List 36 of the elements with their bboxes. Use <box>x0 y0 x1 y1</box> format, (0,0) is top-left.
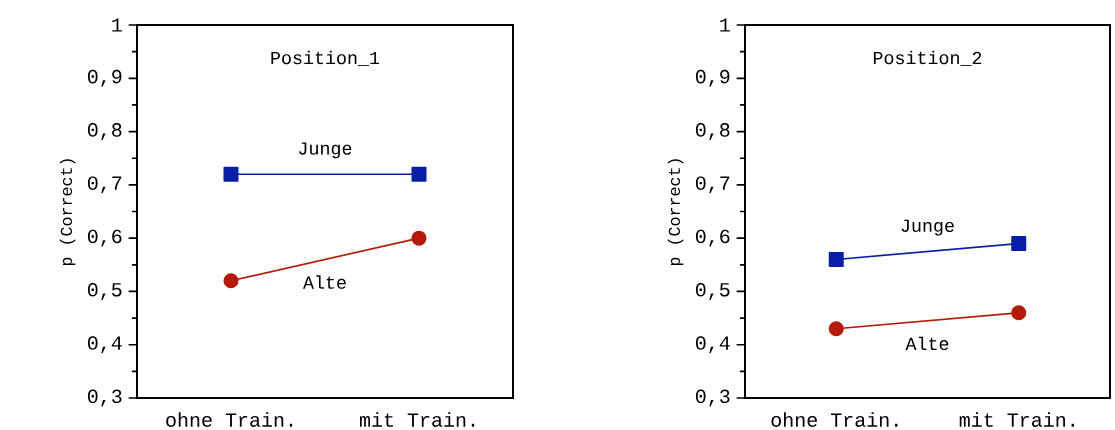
y-tick-label: 0,4 <box>695 336 730 354</box>
series-label: Junge <box>299 142 352 159</box>
y-tick-label: 0,7 <box>695 176 730 194</box>
y-tick-label: 0,6 <box>695 229 730 247</box>
y-tick-label: 0,6 <box>87 229 122 247</box>
point <box>223 166 239 182</box>
y-tick-label: 0,7 <box>87 176 122 194</box>
y-tick-label: 0,4 <box>87 336 122 354</box>
y-tick-label: 0,3 <box>87 389 122 407</box>
series-label: Alte <box>905 336 949 351</box>
y-tick-label: 0,8 <box>695 123 730 141</box>
point <box>828 251 844 267</box>
series-label: Junge <box>901 219 954 236</box>
y-tick-label: 0,8 <box>87 123 122 141</box>
y-tick-label: 0,9 <box>87 69 122 87</box>
point <box>411 230 427 246</box>
y-tick-label: 1 <box>720 18 730 32</box>
y-tick-label: 0,5 <box>87 282 122 300</box>
y-axis-title: p (Correct) <box>59 159 76 266</box>
x-tick-label: ohne Train. <box>771 412 898 427</box>
series-label: Alte <box>302 275 346 289</box>
x-tick-label: mit Train. <box>359 412 475 427</box>
point <box>1011 305 1027 321</box>
point <box>828 321 844 337</box>
point <box>411 166 427 182</box>
x-tick-label: ohne Train. <box>166 412 293 427</box>
y-tick-label: 1 <box>112 18 122 32</box>
x-tick-label: mit Train. <box>959 412 1074 427</box>
text: Position_2 <box>873 50 982 66</box>
y-axis-title: p (Correct) <box>667 159 684 266</box>
point <box>1011 235 1027 251</box>
text: Position_1 <box>271 50 380 66</box>
y-tick-label: 0,3 <box>695 389 730 407</box>
y-tick-label: 0,5 <box>695 282 730 300</box>
point <box>223 273 239 289</box>
y-tick-label: 0,9 <box>695 69 730 87</box>
